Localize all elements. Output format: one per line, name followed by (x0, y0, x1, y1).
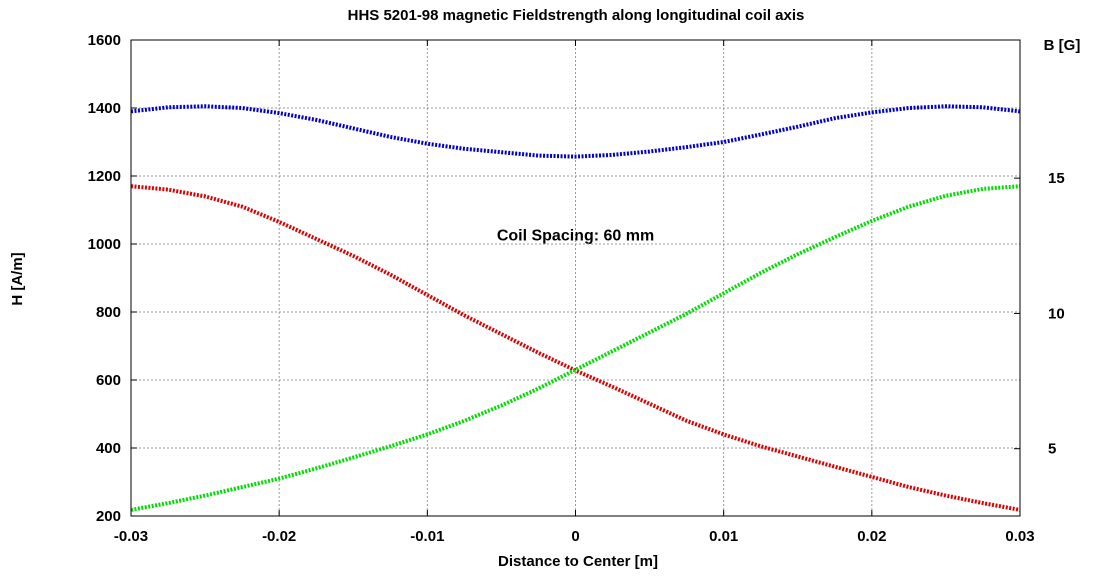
x-tick-label: 0.02 (857, 528, 886, 545)
x-tick-label: 0.01 (709, 528, 738, 545)
y2-axis-label: B [G] (1044, 37, 1081, 54)
x-axis-label: Distance to Center [m] (498, 553, 658, 570)
y-tick-label: 1600 (88, 32, 121, 49)
y-tick-label: 1200 (88, 168, 121, 185)
series-layer (130, 104, 1021, 512)
series-line-3 (130, 184, 1021, 512)
y-tick-label: 400 (96, 440, 121, 457)
ticks-layer: -0.03 -0.02 -0.01 0 0.01 0.02 0.03 200 400 600 800… (88, 32, 1065, 545)
y2-tick-label: 10 (1048, 305, 1065, 322)
x-tick-label: 0.03 (1005, 528, 1034, 545)
x-tick-label: 0 (571, 528, 579, 545)
y2-tick-label: 15 (1048, 170, 1065, 187)
y-tick-label: 1400 (88, 100, 121, 117)
y-tick-label: 200 (96, 508, 121, 525)
series-line-2 (130, 184, 1021, 512)
plot-frame (130, 39, 1021, 517)
y-tick-label: 1000 (88, 236, 121, 253)
series-line-1 (130, 104, 1021, 159)
y-tick-label: 600 (96, 372, 121, 389)
x-tick-label: -0.03 (114, 528, 148, 545)
x-tick-label: -0.01 (410, 528, 444, 545)
chart-title: HHS 5201-98 magnetic Fieldstrength along… (348, 7, 805, 24)
y-axis-label: H [A/m] (9, 252, 26, 305)
x-tick-label: -0.02 (262, 528, 296, 545)
y-tick-label: 800 (96, 304, 121, 321)
y2-tick-label: 5 (1048, 441, 1056, 458)
